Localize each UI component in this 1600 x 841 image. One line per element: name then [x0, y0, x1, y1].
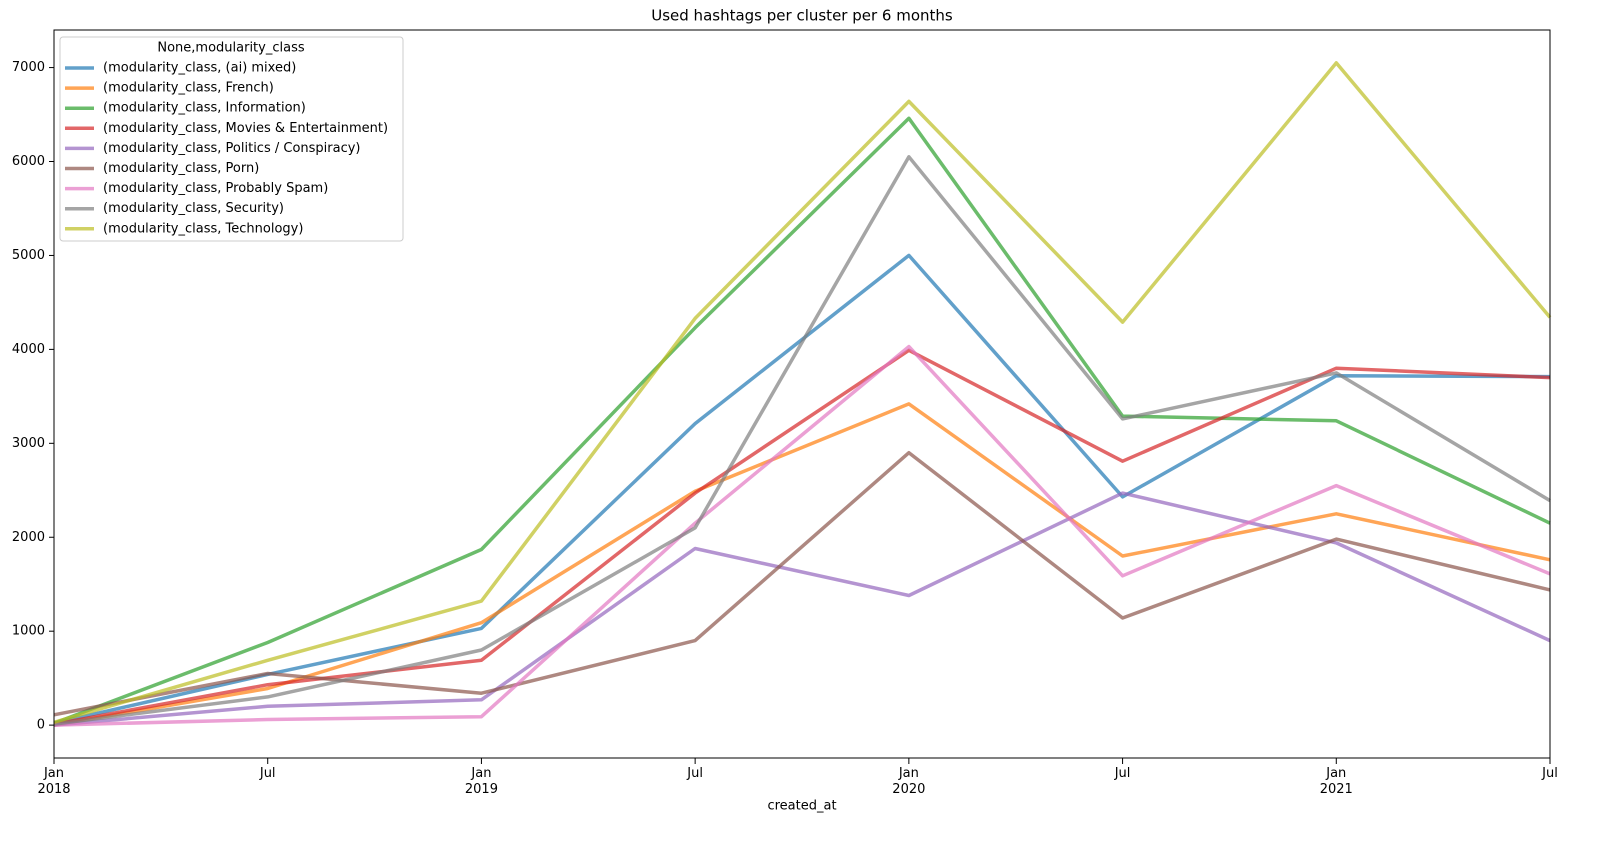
chart-title: Used hashtags per cluster per 6 months — [651, 7, 953, 25]
x-tick-label: Jan 2019 — [464, 766, 498, 797]
legend-box — [59, 36, 404, 242]
series-line — [53, 116, 1551, 725]
y-tick-label: 0 — [37, 718, 45, 733]
y-tick-label: 1000 — [12, 624, 45, 639]
x-tick-label: Jan 2020 — [892, 766, 926, 797]
y-tick-label: 7000 — [12, 60, 45, 75]
y-tick-label: 3000 — [12, 436, 45, 451]
x-tick-label: Jan 2018 — [37, 766, 71, 797]
y-tick-label: 5000 — [12, 248, 45, 263]
y-tick-label: 2000 — [12, 530, 45, 545]
legend-label: (modularity_class, Technology) — [103, 221, 303, 236]
legend-label: (modularity_class, Security) — [103, 201, 284, 216]
series-line — [53, 344, 1551, 727]
legend-label: (modularity_class, Porn) — [103, 161, 259, 176]
x-tick-label: Jul — [259, 766, 276, 781]
x-tick-label: Jul — [1114, 766, 1131, 781]
x-tick-label: Jan 2021 — [1319, 766, 1353, 797]
x-tick-label: Jul — [687, 766, 703, 781]
legend-label: (modularity_class, Movies & Entertainmen… — [103, 121, 388, 136]
y-tick-label: 6000 — [12, 154, 45, 169]
x-axis-label: created_at — [767, 799, 836, 814]
legend-label: (modularity_class, Information) — [103, 101, 306, 116]
legend-title: None,modularity_class — [157, 41, 304, 56]
series-line — [53, 450, 1551, 717]
legend-label: (modularity_class, Politics / Conspiracy… — [103, 141, 361, 156]
legend-label: (modularity_class, (ai) mixed) — [103, 61, 296, 76]
x-tick-label: Jul — [1542, 766, 1558, 781]
series-line — [53, 348, 1551, 726]
plot-frame — [53, 29, 1551, 759]
legend-label: (modularity_class, French) — [103, 81, 274, 96]
series-line — [53, 155, 1551, 726]
y-tick-label: 4000 — [12, 342, 45, 357]
series-line — [53, 402, 1551, 727]
legend-label: (modularity_class, Probably Spam) — [103, 181, 328, 196]
series-line — [53, 61, 1552, 724]
series-line — [53, 491, 1551, 727]
